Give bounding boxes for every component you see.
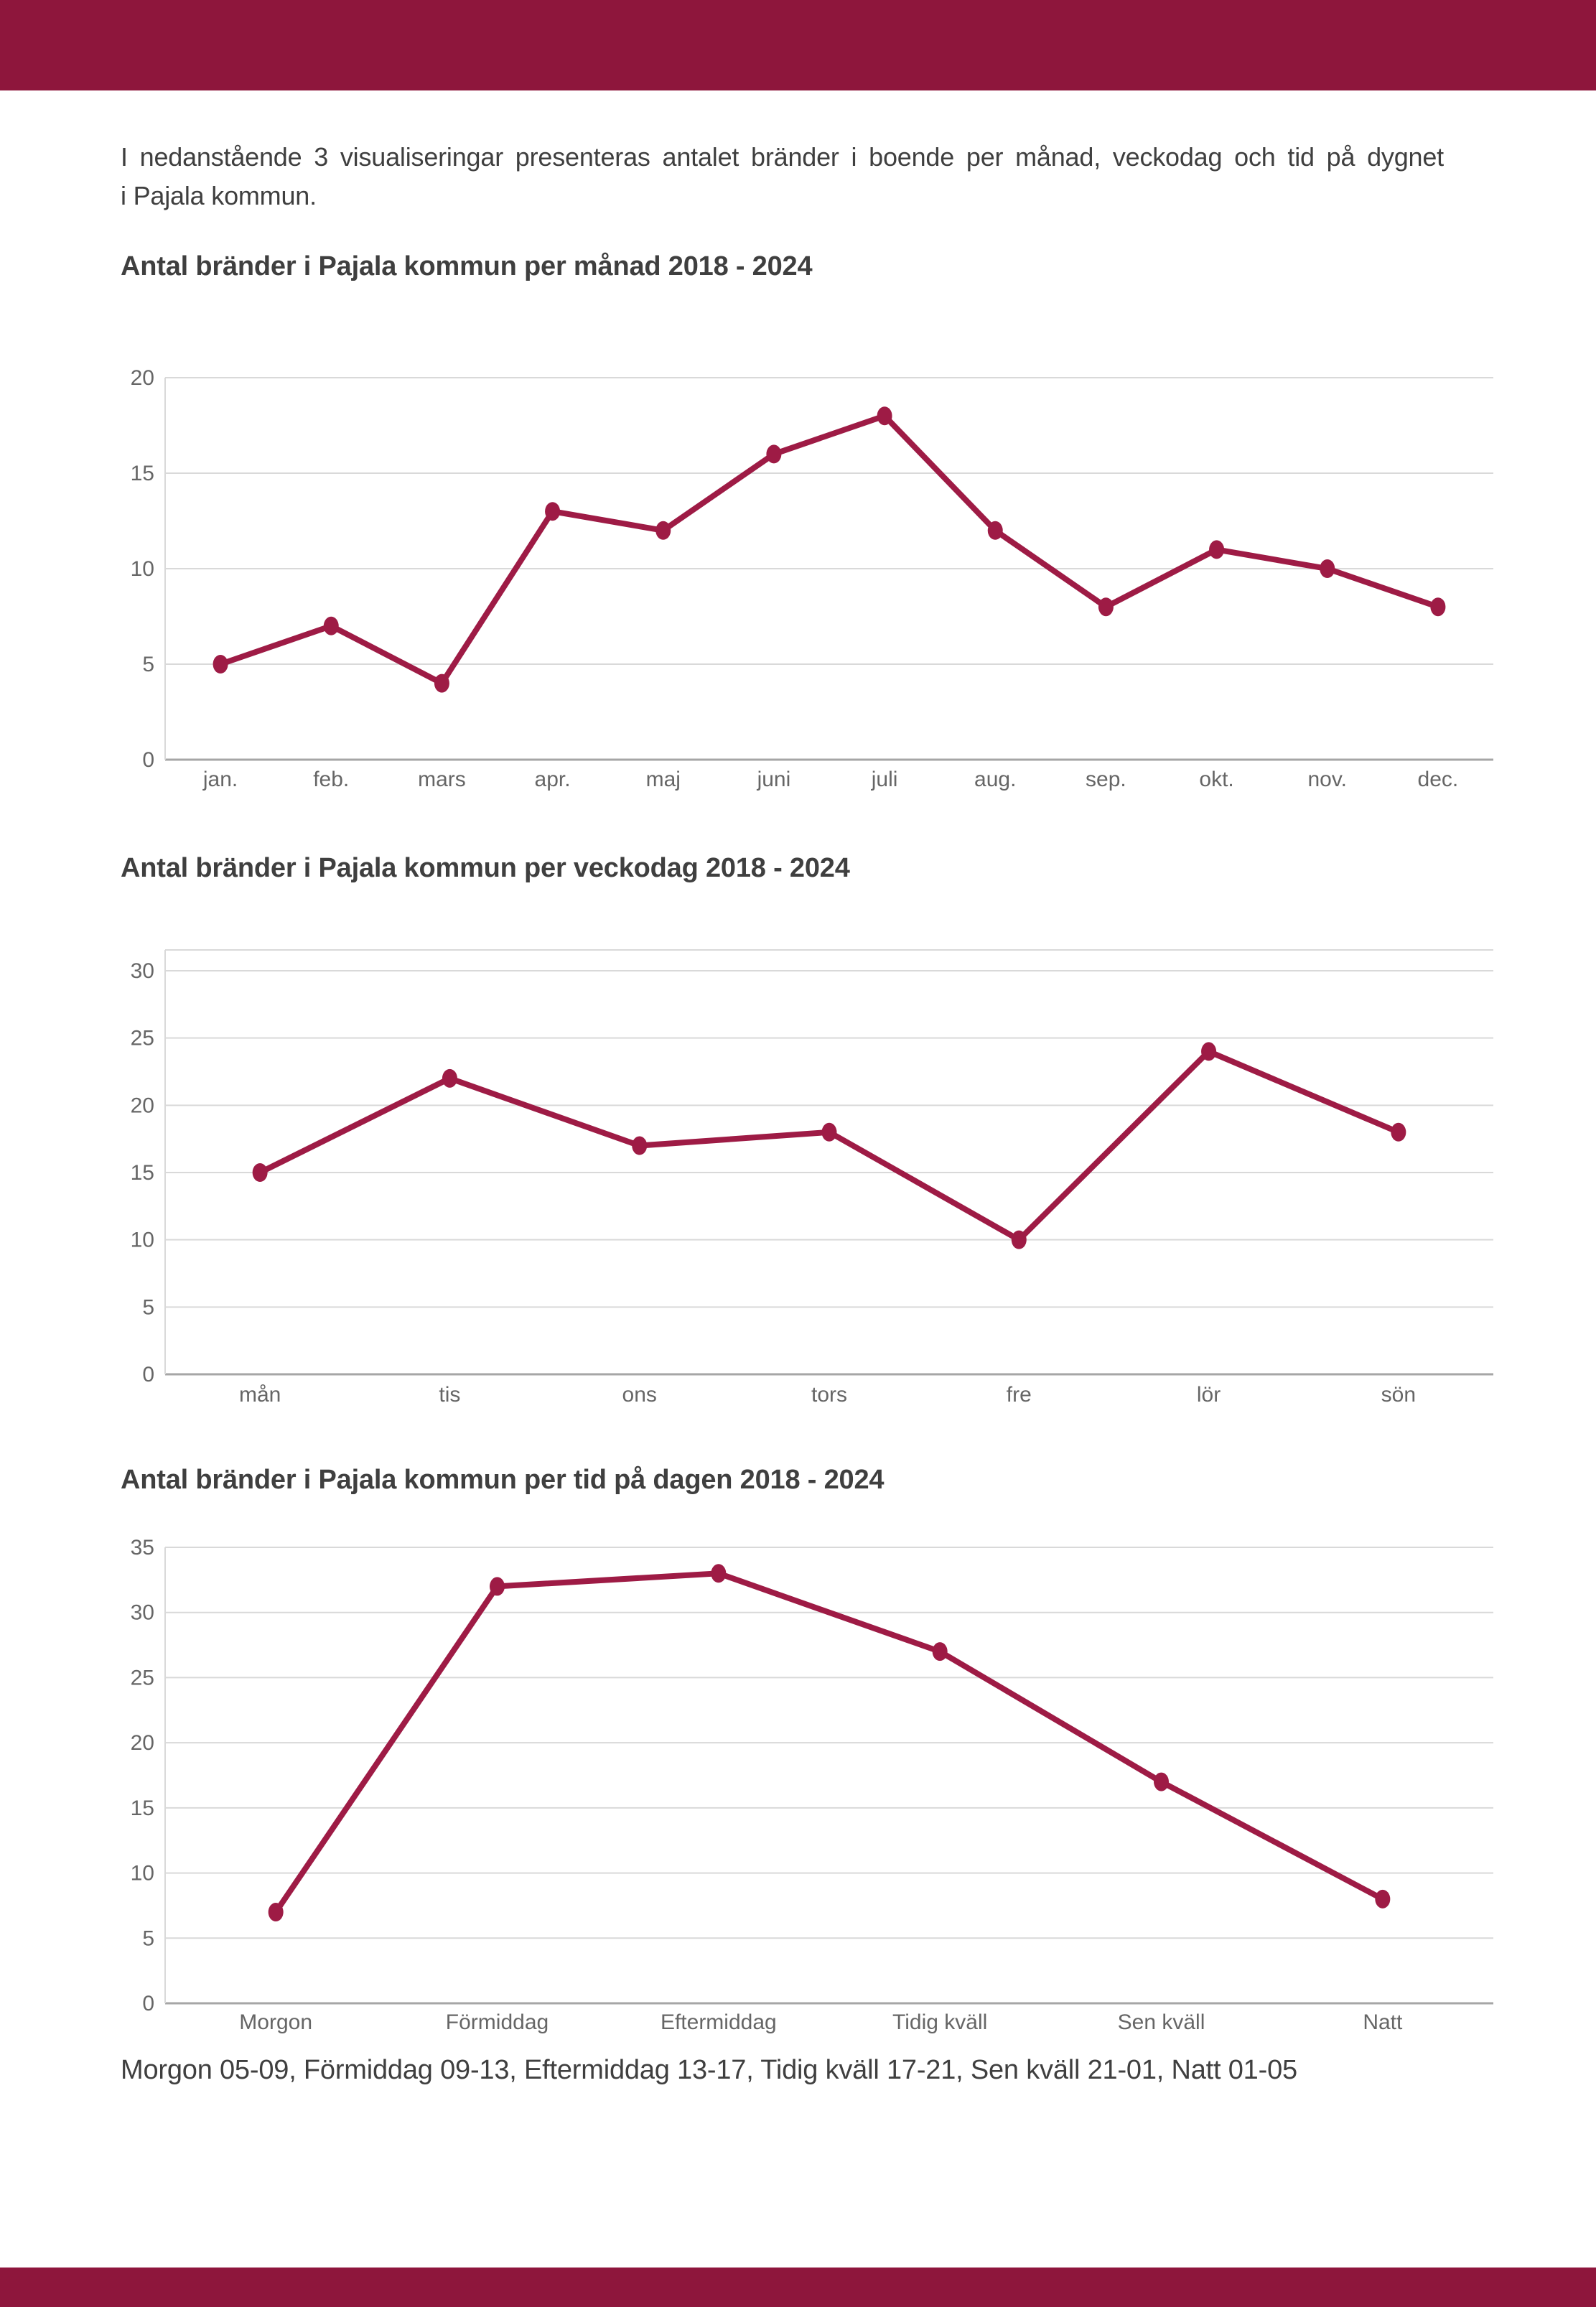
- data-point: [323, 616, 339, 635]
- data-point: [252, 1163, 268, 1182]
- data-point: [1011, 1230, 1027, 1249]
- x-tick-label: juli: [871, 768, 898, 791]
- y-tick-label: 0: [142, 1992, 154, 2015]
- x-tick-label: juni: [757, 768, 791, 791]
- x-tick-label: okt.: [1199, 768, 1233, 791]
- x-tick-label: Natt: [1363, 2010, 1403, 2034]
- data-line: [219, 412, 1439, 687]
- data-point: [821, 1122, 837, 1142]
- data-point: [213, 655, 228, 674]
- y-tick-label: 5: [142, 653, 154, 676]
- x-tick-label: Förmiddag: [446, 2010, 549, 2034]
- y-tick-label: 20: [131, 1094, 154, 1117]
- data-point: [766, 444, 782, 464]
- y-tick-label: 35: [131, 1536, 154, 1560]
- x-tick-label: jan.: [202, 768, 238, 791]
- x-tick-label: nov.: [1308, 768, 1347, 791]
- data-point: [1375, 1889, 1391, 1908]
- y-tick-label: 5: [142, 1295, 154, 1319]
- y-tick-label: 25: [131, 1666, 154, 1690]
- y-tick-label: 20: [131, 1731, 154, 1755]
- data-point: [1154, 1772, 1169, 1791]
- footer-accent-bar: [0, 2268, 1596, 2307]
- data-point: [711, 1564, 727, 1583]
- data-point: [632, 1136, 648, 1155]
- y-tick-label: 25: [131, 1027, 154, 1050]
- data-point: [434, 674, 449, 693]
- chart-title-weekday: Antal bränder i Pajala kommun per veckod…: [121, 853, 850, 883]
- time-interval-legend: Morgon 05-09, Förmiddag 09-13, Eftermidd…: [121, 2055, 1297, 2085]
- x-tick-label: lör: [1197, 1383, 1221, 1407]
- chart-title-monthly: Antal bränder i Pajala kommun per månad …: [121, 251, 813, 281]
- x-tick-label: Morgon: [239, 2010, 312, 2034]
- x-tick-label: Tidig kväll: [892, 2010, 987, 2034]
- intro-line-1: I nedanstående 3 visualiseringar present…: [121, 142, 1444, 172]
- y-tick-label: 5: [142, 1926, 154, 1950]
- x-tick-label: sön: [1381, 1383, 1416, 1407]
- y-tick-label: 0: [142, 1363, 154, 1386]
- y-tick-label: 10: [131, 1229, 154, 1252]
- data-point: [1320, 559, 1335, 578]
- y-tick-label: 30: [131, 1601, 154, 1625]
- data-point: [987, 521, 1003, 540]
- data-point: [1430, 597, 1446, 617]
- intro-line-2: i Pajala kommun.: [121, 181, 317, 210]
- x-tick-label: maj: [646, 768, 681, 791]
- x-tick-label: apr.: [535, 768, 571, 791]
- data-point: [1201, 1042, 1217, 1061]
- data-line: [273, 1570, 1384, 1914]
- line-chart-fires-per-month: 0 5 10 15 20 jan. feb. mars apr. maj juni juli aug. s…: [131, 366, 1493, 791]
- intro-paragraph: I nedanstående 3 visualiseringar present…: [121, 138, 1444, 215]
- x-tick-label: mån: [239, 1383, 281, 1407]
- x-tick-label: tors: [811, 1383, 847, 1407]
- y-tick-label: 20: [131, 366, 154, 390]
- data-point: [655, 521, 671, 540]
- data-point: [1209, 540, 1225, 559]
- y-tick-label: 10: [131, 557, 154, 581]
- data-line: [258, 1048, 1400, 1244]
- data-point: [1391, 1122, 1406, 1142]
- x-tick-label: sep.: [1086, 768, 1126, 791]
- chart-title-time-of-day: Antal bränder i Pajala kommun per tid på…: [121, 1465, 885, 1495]
- y-tick-label: 30: [131, 959, 154, 983]
- x-tick-label: Sen kväll: [1118, 2010, 1205, 2034]
- data-point: [877, 406, 892, 426]
- x-tick-label: mars: [418, 768, 466, 791]
- x-tick-label: Eftermiddag: [661, 2010, 777, 2034]
- x-tick-label: dec.: [1418, 768, 1459, 791]
- x-tick-label: ons: [622, 1383, 657, 1407]
- data-point: [490, 1577, 505, 1596]
- header-accent-bar: [0, 0, 1596, 90]
- x-tick-label: tis: [439, 1383, 460, 1407]
- x-tick-label: fre: [1007, 1383, 1032, 1407]
- y-tick-label: 15: [131, 1161, 154, 1185]
- line-chart-fires-per-weekday: 0 5 10 15 20 25 30 mån tis ons tors fre lör sön: [131, 949, 1493, 1407]
- x-tick-label: feb.: [313, 768, 349, 791]
- data-point: [545, 502, 561, 521]
- data-point: [268, 1903, 284, 1921]
- data-point: [442, 1068, 457, 1088]
- y-tick-label: 15: [131, 462, 154, 485]
- data-point: [932, 1642, 948, 1661]
- x-tick-label: aug.: [974, 768, 1016, 791]
- y-tick-label: 10: [131, 1862, 154, 1886]
- line-chart-fires-per-time-of-day: 0 5 10 15 20 25 30 35 Morgon Förmiddag Eftermiddag…: [131, 1536, 1493, 2034]
- y-tick-label: 15: [131, 1796, 154, 1820]
- data-point: [1098, 597, 1114, 617]
- y-tick-label: 0: [142, 748, 154, 772]
